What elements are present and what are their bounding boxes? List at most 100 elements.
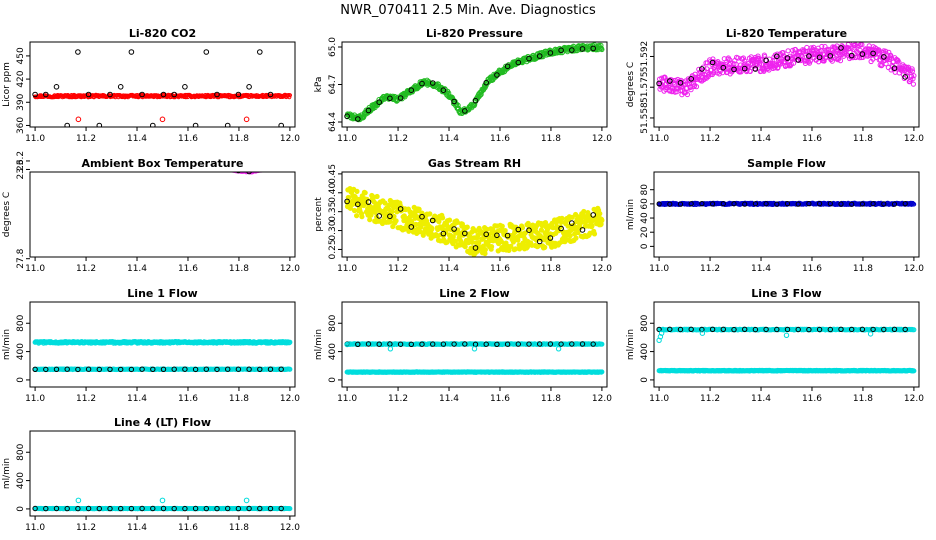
data-point xyxy=(447,217,453,223)
data-point xyxy=(63,129,67,133)
y-tick-label: 23.6 xyxy=(16,159,26,179)
data-point xyxy=(76,158,80,162)
data-point xyxy=(38,162,42,166)
data-point xyxy=(569,341,575,347)
data-point xyxy=(547,341,554,347)
data-point xyxy=(36,162,40,166)
data-point xyxy=(387,219,393,225)
data-point xyxy=(684,91,691,98)
data-point xyxy=(273,164,277,168)
data-point xyxy=(472,245,479,251)
data-point xyxy=(62,127,66,131)
data-point xyxy=(150,366,156,372)
data-point xyxy=(494,232,500,239)
data-point xyxy=(277,163,281,167)
data-point xyxy=(76,158,81,163)
data-point xyxy=(75,158,79,162)
data-point xyxy=(192,366,199,373)
x-tick-label: 11.2 xyxy=(388,264,408,274)
data-point xyxy=(64,130,68,134)
data-point xyxy=(287,339,293,345)
data-point xyxy=(727,57,733,63)
data-point xyxy=(262,167,266,171)
y-axis-label: ml/min xyxy=(626,199,636,230)
x-tick-label: 11.2 xyxy=(76,264,96,274)
data-point xyxy=(50,152,54,156)
y-tick-label: 450 xyxy=(16,47,26,64)
data-point xyxy=(57,137,61,141)
data-point xyxy=(67,135,71,139)
data-point xyxy=(838,45,844,51)
data-point xyxy=(688,87,694,93)
data-point xyxy=(284,161,288,165)
data-point xyxy=(59,133,63,137)
data-point xyxy=(763,57,769,64)
data-point xyxy=(883,48,889,54)
data-point xyxy=(376,99,383,105)
data-point xyxy=(910,76,916,82)
data-point xyxy=(58,135,62,139)
data-point xyxy=(117,84,124,90)
data-point xyxy=(278,122,284,127)
data-point xyxy=(75,49,81,55)
panel-title: Line 1 Flow xyxy=(127,287,197,300)
data-point xyxy=(51,149,55,153)
data-point xyxy=(33,163,37,167)
data-point xyxy=(435,81,441,87)
x-tick-label: 11.8 xyxy=(541,134,561,144)
data-point xyxy=(365,341,372,347)
data-point xyxy=(911,201,917,207)
data-point xyxy=(32,366,38,372)
data-point xyxy=(763,201,769,207)
data-point xyxy=(688,76,695,82)
data-point xyxy=(36,162,40,166)
data-point xyxy=(397,206,404,212)
data-point xyxy=(419,213,425,220)
data-point xyxy=(42,160,46,164)
data-point xyxy=(376,213,383,219)
data-point xyxy=(258,172,262,173)
data-point xyxy=(35,162,39,166)
data-point xyxy=(827,53,834,59)
data-point xyxy=(69,144,73,148)
series-2-5-min-average xyxy=(32,366,284,373)
data-point xyxy=(870,201,876,207)
data-point xyxy=(118,366,124,373)
data-point xyxy=(515,226,522,233)
data-point xyxy=(67,137,71,141)
plot-frame xyxy=(653,171,920,258)
series-1-min xyxy=(656,367,917,374)
data-point xyxy=(64,130,68,134)
panel-title: Line 3 Flow xyxy=(751,287,821,300)
y-tick-label: 0.35 xyxy=(328,202,338,222)
data-point xyxy=(440,87,447,93)
data-point xyxy=(53,145,57,149)
data-point xyxy=(440,230,447,237)
data-point xyxy=(499,223,505,229)
data-point xyxy=(287,95,292,100)
x-tick-label: 11.6 xyxy=(490,264,510,274)
x-tick-label: 11.4 xyxy=(439,394,459,404)
data-point xyxy=(278,163,282,167)
data-point xyxy=(246,84,252,90)
data-point xyxy=(427,211,433,217)
data-point xyxy=(279,162,284,167)
data-point xyxy=(419,80,425,87)
data-point xyxy=(35,163,39,167)
data-point xyxy=(494,341,500,347)
data-point xyxy=(567,233,573,239)
data-point xyxy=(599,341,605,347)
data-point xyxy=(454,219,460,225)
data-point xyxy=(469,239,475,245)
data-point xyxy=(270,165,274,169)
data-point xyxy=(703,74,709,81)
data-point xyxy=(785,48,791,54)
data-point xyxy=(365,199,372,205)
data-point xyxy=(599,46,605,53)
data-point xyxy=(547,50,554,56)
data-point xyxy=(53,366,60,372)
data-point xyxy=(416,206,422,212)
panel-title: Li-820 Pressure xyxy=(426,27,523,40)
data-point xyxy=(203,49,210,55)
